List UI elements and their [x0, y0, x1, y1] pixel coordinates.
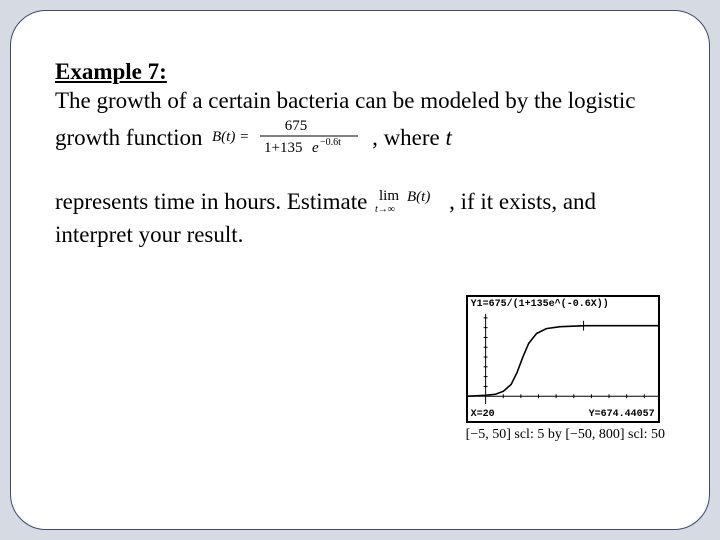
lim-fn: B(t)	[407, 189, 430, 205]
formula-lhs: B(t) =	[212, 129, 249, 145]
calc-graph	[468, 313, 658, 405]
slide-card: Example 7: The growth of a certain bacte…	[10, 10, 710, 530]
formula-denom-a: 1+135	[264, 140, 302, 156]
lim-sub: t→∞	[375, 204, 395, 214]
calculator-screen: Y1=675/(1+135e^(-0.6X))	[466, 295, 660, 423]
calc-x-value: X=20	[471, 409, 495, 420]
paragraph-1: The growth of a certain bacteria can be …	[55, 87, 665, 164]
calc-y-value: Y=674.44057	[589, 409, 655, 420]
lim-text: lim	[379, 188, 399, 204]
para2-text-a: represents time in hours. Estimate	[55, 189, 373, 214]
logistic-formula: B(t) = 675 1+135 e −0.6t	[212, 116, 362, 164]
para1-text-c: t	[446, 125, 452, 150]
para1-text-b: , where	[372, 125, 445, 150]
logistic-curve	[468, 326, 658, 397]
calc-equation: Y1=675/(1+135e^(-0.6X))	[468, 297, 658, 310]
calc-readout: X=20 Y=674.44057	[468, 409, 658, 420]
formula-numerator: 675	[285, 118, 308, 134]
calc-window-caption: [−5, 50] scl: 5 by [−50, 800] scl: 50	[466, 427, 665, 443]
calculator-block: Y1=675/(1+135e^(-0.6X))	[466, 295, 665, 443]
formula-denom-e: e	[312, 140, 319, 156]
cursor-marker	[578, 321, 588, 331]
paragraph-2: represents time in hours. Estimate lim t…	[55, 186, 665, 251]
formula-denom-exp: −0.6t	[320, 137, 341, 148]
limit-formula: lim t→∞ B(t)	[375, 186, 447, 222]
example-title: Example 7:	[55, 59, 665, 85]
